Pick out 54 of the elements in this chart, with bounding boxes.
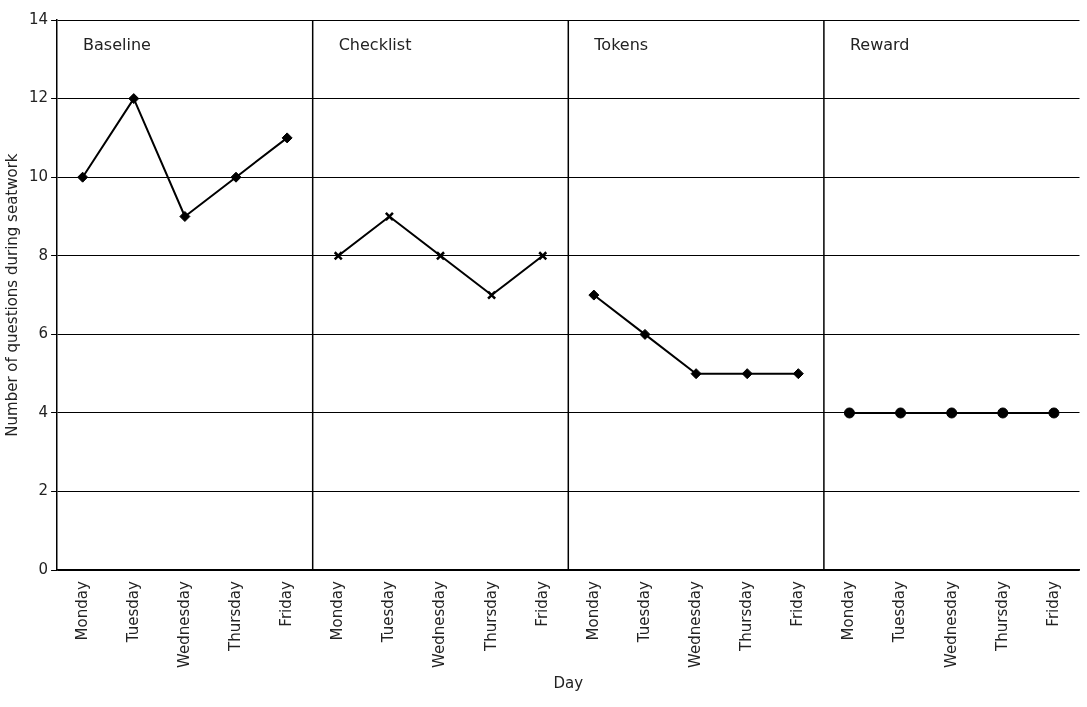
y-tick-label: 14 — [28, 9, 49, 28]
x-tick-label: Friday — [277, 581, 296, 627]
point — [997, 407, 1009, 419]
x-tick-label: Monday — [839, 581, 858, 641]
point — [179, 210, 191, 222]
annotation: Tokens — [593, 35, 649, 55]
x-tick-label: Friday — [532, 581, 551, 627]
y-tick-label: 0 — [38, 560, 49, 579]
y-tick-label: 2 — [38, 481, 49, 500]
point — [77, 171, 89, 183]
y-tick-label: 8 — [38, 245, 49, 264]
x-tick-label: Thursday — [737, 581, 756, 652]
y-tick-label: 10 — [28, 167, 49, 186]
x-tick-label: Tuesday — [379, 581, 398, 644]
x-tick-label: Monday — [72, 581, 91, 641]
x-tick-label: Thursday — [225, 581, 244, 652]
point — [588, 289, 600, 301]
x-tick-label: Thursday — [992, 581, 1011, 652]
x-tick-label: Monday — [328, 581, 347, 641]
y-tick-label: 4 — [38, 402, 49, 421]
x-tick-label: Tuesday — [634, 581, 653, 644]
x-tick-label: Wednesday — [430, 581, 449, 668]
point — [128, 93, 140, 105]
annotation: Checklist — [338, 35, 412, 55]
x-tick-label: Monday — [583, 581, 602, 641]
y-axis-title: Number of questions during seatwork — [2, 153, 21, 437]
point — [639, 328, 651, 340]
point — [690, 368, 702, 380]
y-tick-label: 12 — [28, 88, 49, 107]
x-tick-label: Friday — [1043, 581, 1062, 627]
point — [435, 251, 446, 261]
point — [384, 211, 395, 222]
x-tick-label: Wednesday — [941, 581, 960, 668]
y-tick-label: 6 — [38, 324, 49, 343]
annotation: Reward — [849, 35, 910, 55]
point — [946, 407, 958, 419]
point — [843, 407, 855, 419]
x-axis-title: Day — [553, 673, 584, 692]
point — [741, 368, 753, 380]
annotation: Baseline — [83, 35, 151, 55]
x-tick-label: Wednesday — [174, 581, 193, 668]
x-tick-label: Tuesday — [890, 581, 909, 644]
point — [792, 368, 804, 380]
point — [281, 132, 293, 144]
x-tick-label: Wednesday — [685, 581, 704, 668]
x-tick-label: Friday — [788, 581, 807, 627]
point — [230, 171, 242, 183]
x-tick-label: Tuesday — [123, 581, 142, 644]
point — [1048, 407, 1060, 419]
x-tick-label: Thursday — [481, 581, 500, 652]
point — [537, 251, 548, 261]
point — [333, 251, 344, 261]
point — [486, 290, 497, 300]
point — [895, 407, 907, 419]
